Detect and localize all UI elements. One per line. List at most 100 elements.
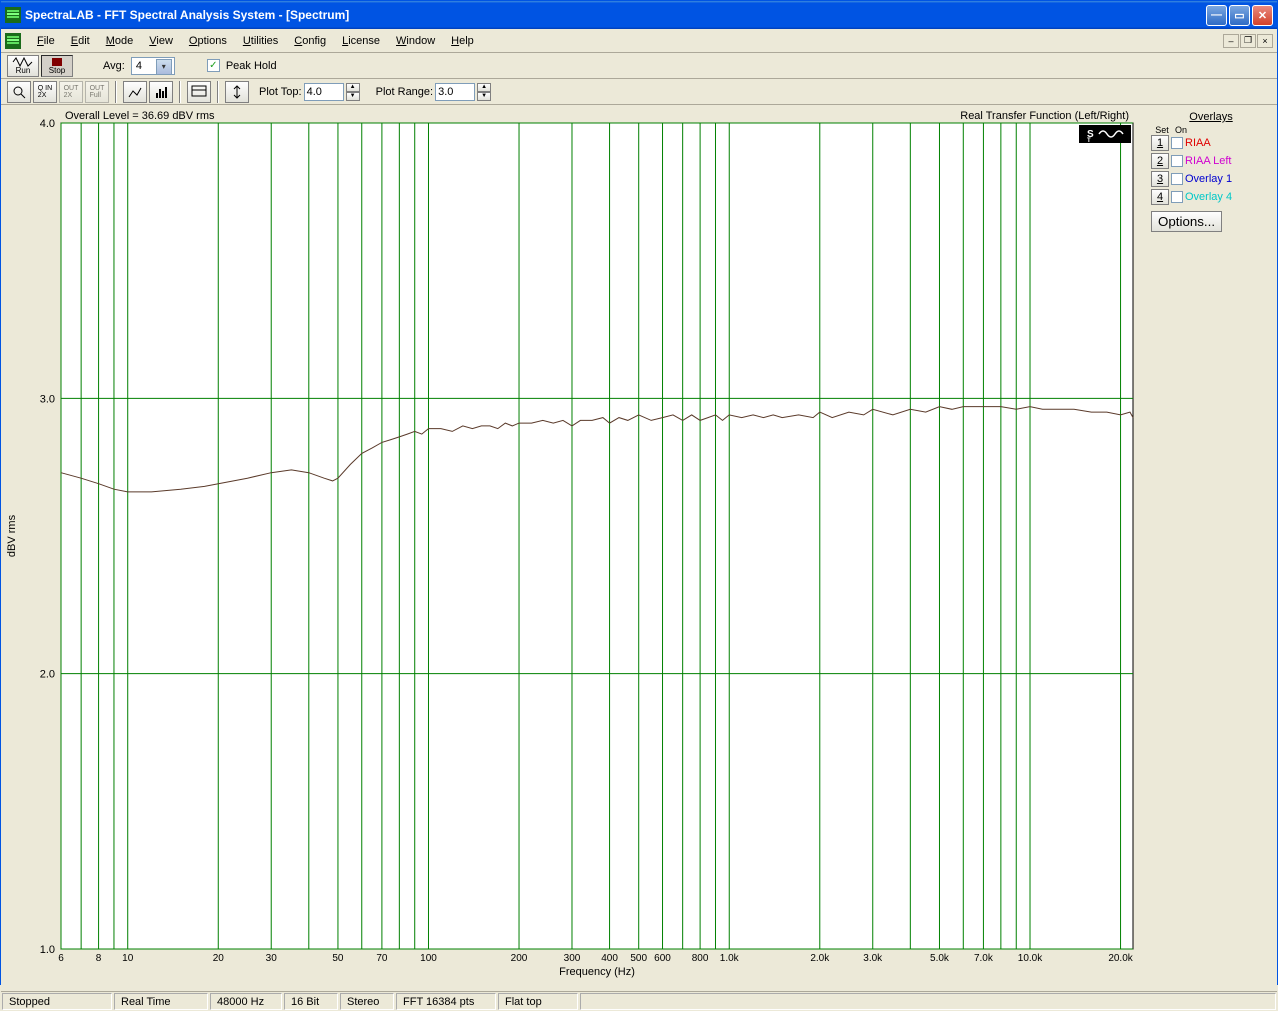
status-fft-16384-pts: FFT 16384 pts — [396, 993, 496, 1010]
spectrum-chart: 1.02.03.04.06810203050701002003004005006… — [1, 105, 1145, 985]
status-stereo: Stereo — [340, 993, 394, 1010]
content-area: 1.02.03.04.06810203050701002003004005006… — [1, 105, 1277, 991]
overlay-row-1: 1 RIAA — [1151, 135, 1271, 151]
menu-file[interactable]: File — [29, 33, 63, 49]
overlays-head-on: On — [1175, 125, 1187, 135]
overlay-on-1[interactable] — [1171, 137, 1183, 149]
mdi-minimize-button[interactable]: – — [1223, 34, 1239, 48]
overlay-set-4[interactable]: 4 — [1151, 189, 1169, 205]
overlay-row-3: 3 Overlay 1 — [1151, 171, 1271, 187]
svg-text:5.0k: 5.0k — [930, 953, 950, 964]
overlay-label-2: RIAA Left — [1185, 155, 1231, 167]
svg-text:1.0k: 1.0k — [720, 953, 740, 964]
svg-text:2.0k: 2.0k — [810, 953, 830, 964]
svg-text:20.0k: 20.0k — [1108, 953, 1133, 964]
svg-text:10: 10 — [122, 953, 134, 964]
svg-text:600: 600 — [654, 953, 671, 964]
svg-text:30: 30 — [266, 953, 278, 964]
svg-text:Real Transfer Function (Left/R: Real Transfer Function (Left/Right) — [960, 110, 1129, 122]
plot-top-input[interactable]: 4.0 — [304, 83, 344, 101]
menu-config[interactable]: Config — [286, 33, 334, 49]
overlay-set-3[interactable]: 3 — [1151, 171, 1169, 187]
overlay-row-4: 4 Overlay 4 — [1151, 189, 1271, 205]
overlay-label-4: Overlay 4 — [1185, 191, 1232, 203]
plot-range-spinner[interactable]: ▲▼ — [477, 83, 491, 101]
status-flat-top: Flat top — [498, 993, 578, 1010]
svg-text:50: 50 — [332, 953, 344, 964]
close-button[interactable]: ✕ — [1252, 5, 1273, 26]
window-title: SpectraLAB - FFT Spectral Analysis Syste… — [25, 8, 1206, 22]
menu-utilities[interactable]: Utilities — [235, 33, 286, 49]
zoom-in-2x-button[interactable]: Q IN2X — [33, 81, 57, 103]
stop-button[interactable]: Stop — [41, 55, 73, 77]
bar-graph-button[interactable] — [149, 81, 173, 103]
svg-text:Overall Level = 36.69 dBV rms: Overall Level = 36.69 dBV rms — [65, 110, 215, 122]
svg-text:T: T — [1087, 138, 1091, 144]
status-48000-hz: 48000 Hz — [210, 993, 282, 1010]
avg-select[interactable]: 4 — [131, 57, 175, 75]
run-button[interactable]: Run — [7, 55, 39, 77]
app-icon — [5, 7, 21, 23]
svg-text:8: 8 — [96, 953, 102, 964]
mdi-restore-button[interactable]: ❐ — [1240, 34, 1256, 48]
svg-text:1.0: 1.0 — [40, 944, 55, 956]
overlay-row-2: 2 RIAA Left — [1151, 153, 1271, 169]
plot-range-input[interactable]: 3.0 — [435, 83, 475, 101]
toolbar-plot: Q IN2X OUT2X OUTFull Plot Top: 4.0 ▲▼ Pl… — [1, 79, 1277, 105]
menu-mode[interactable]: Mode — [98, 33, 142, 49]
menu-view[interactable]: View — [141, 33, 181, 49]
menubar: FileEditModeViewOptionsUtilitiesConfigLi… — [1, 29, 1277, 53]
line-graph-button[interactable] — [123, 81, 147, 103]
menu-window[interactable]: Window — [388, 33, 443, 49]
svg-text:300: 300 — [564, 953, 581, 964]
svg-text:800: 800 — [692, 953, 709, 964]
zoom-button[interactable] — [7, 81, 31, 103]
overlays-title: Overlays — [1151, 111, 1271, 123]
mdi-close-button[interactable]: × — [1257, 34, 1273, 48]
zoom-out-2x-button[interactable]: OUT2X — [59, 81, 83, 103]
overlay-set-2[interactable]: 2 — [1151, 153, 1169, 169]
toolbar-main: Run Stop Avg: 4 ✓ Peak Hold — [1, 53, 1277, 79]
maximize-button[interactable]: ▭ — [1229, 5, 1250, 26]
overlay-set-1[interactable]: 1 — [1151, 135, 1169, 151]
plot-top-spinner[interactable]: ▲▼ — [346, 83, 360, 101]
peak-hold-label: Peak Hold — [226, 60, 277, 72]
zoom-full-button[interactable]: OUTFull — [85, 81, 109, 103]
overlay-on-4[interactable] — [1171, 191, 1183, 203]
svg-text:6: 6 — [58, 953, 64, 964]
vertical-autoscale-button[interactable] — [225, 81, 249, 103]
minimize-button[interactable]: — — [1206, 5, 1227, 26]
svg-text:dBV rms: dBV rms — [6, 514, 18, 557]
plot-range-label: Plot Range: — [376, 86, 433, 98]
svg-text:400: 400 — [601, 953, 618, 964]
status-16-bit: 16 Bit — [284, 993, 338, 1010]
svg-text:20: 20 — [213, 953, 225, 964]
menu-edit[interactable]: Edit — [63, 33, 98, 49]
plot-top-label: Plot Top: — [259, 86, 302, 98]
peak-hold-checkbox[interactable]: ✓ — [207, 59, 220, 72]
overlays-panel: Overlays Set On 1 RIAA 2 RIAA Left 3 Overlay … — [1145, 105, 1277, 991]
svg-text:7.0k: 7.0k — [974, 953, 994, 964]
svg-text:Frequency (Hz): Frequency (Hz) — [559, 966, 635, 978]
doc-icon — [5, 33, 21, 49]
svg-text:4.0: 4.0 — [40, 118, 55, 130]
overlay-label-1: RIAA — [1185, 137, 1211, 149]
status-filler — [580, 993, 1276, 1010]
menu-options[interactable]: Options — [181, 33, 235, 49]
overlays-head-set: Set — [1153, 125, 1171, 135]
menu-license[interactable]: License — [334, 33, 388, 49]
statusbar: StoppedReal Time48000 Hz16 BitStereoFFT … — [1, 991, 1277, 1011]
overlay-on-3[interactable] — [1171, 173, 1183, 185]
titlebar: SpectraLAB - FFT Spectral Analysis Syste… — [1, 1, 1277, 29]
svg-text:3.0k: 3.0k — [863, 953, 883, 964]
svg-text:70: 70 — [376, 953, 388, 964]
display-settings-button[interactable] — [187, 81, 211, 103]
menu-help[interactable]: Help — [443, 33, 482, 49]
overlays-options-button[interactable]: Options... — [1151, 211, 1222, 232]
svg-text:2.0: 2.0 — [40, 669, 55, 681]
overlay-on-2[interactable] — [1171, 155, 1183, 167]
avg-label: Avg: — [103, 60, 125, 72]
svg-text:3.0: 3.0 — [40, 393, 55, 405]
plot-area: 1.02.03.04.06810203050701002003004005006… — [1, 105, 1145, 991]
overlay-label-3: Overlay 1 — [1185, 173, 1232, 185]
